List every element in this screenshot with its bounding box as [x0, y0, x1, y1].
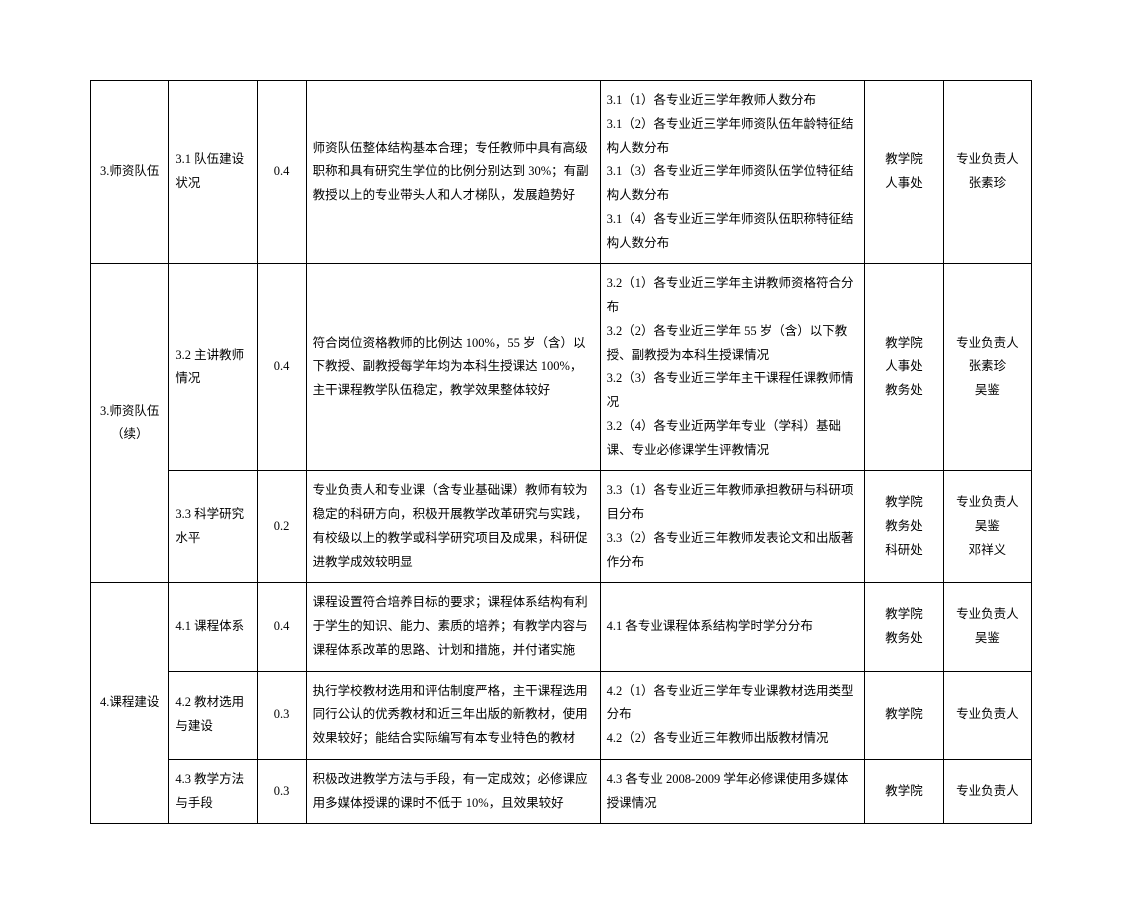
- weight-cell: 0.4: [257, 81, 306, 264]
- person-cell: 专业负责人 张素珍 吴鉴: [943, 264, 1031, 471]
- person-cell: 专业负责人: [943, 671, 1031, 759]
- indicator-cell: 3.3 科学研究水平: [169, 471, 257, 583]
- category-cell: 3.师资队伍: [91, 81, 169, 264]
- dept-cell: 教学院: [865, 759, 943, 824]
- standard-cell: 课程设置符合培养目标的要求；课程体系结构有利于学生的知识、能力、素质的培养；有教…: [306, 583, 600, 671]
- evaluation-table: 3.师资队伍 3.1 队伍建设状况 0.4 师资队伍整体结构基本合理；专任教师中…: [90, 80, 1032, 824]
- content-cell: 4.3 各专业 2008-2009 学年必修课使用多媒体授课情况: [600, 759, 865, 824]
- category-cell: 4.课程建设: [91, 583, 169, 824]
- table-body: 3.师资队伍 3.1 队伍建设状况 0.4 师资队伍整体结构基本合理；专任教师中…: [91, 81, 1032, 824]
- content-cell: 4.2（1）各专业近三学年专业课教材选用类型分布 4.2（2）各专业近三年教师出…: [600, 671, 865, 759]
- indicator-cell: 4.2 教材选用与建设: [169, 671, 257, 759]
- standard-cell: 执行学校教材选用和评估制度严格，主干课程选用同行公认的优秀教材和近三年出版的新教…: [306, 671, 600, 759]
- person-cell: 专业负责人 吴鉴: [943, 583, 1031, 671]
- person-cell: 专业负责人: [943, 759, 1031, 824]
- indicator-cell: 4.1 课程体系: [169, 583, 257, 671]
- table-row: 3.师资队伍 3.1 队伍建设状况 0.4 师资队伍整体结构基本合理；专任教师中…: [91, 81, 1032, 264]
- person-cell: 专业负责人 吴鉴 邓祥义: [943, 471, 1031, 583]
- table-row: 3.师资队伍（续） 3.2 主讲教师情况 0.4 符合岗位资格教师的比例达 10…: [91, 264, 1032, 471]
- weight-cell: 0.2: [257, 471, 306, 583]
- table-row: 4.课程建设 4.1 课程体系 0.4 课程设置符合培养目标的要求；课程体系结构…: [91, 583, 1032, 671]
- standard-cell: 专业负责人和专业课（含专业基础课）教师有较为稳定的科研方向，积极开展教学改革研究…: [306, 471, 600, 583]
- dept-cell: 教学院 教务处: [865, 583, 943, 671]
- content-cell: 3.3（1）各专业近三年教师承担教研与科研项目分布 3.3（2）各专业近三年教师…: [600, 471, 865, 583]
- weight-cell: 0.3: [257, 671, 306, 759]
- category-cell: 3.师资队伍（续）: [91, 264, 169, 583]
- person-cell: 专业负责人 张素珍: [943, 81, 1031, 264]
- weight-cell: 0.4: [257, 264, 306, 471]
- table-row: 4.3 教学方法与手段 0.3 积极改进教学方法与手段，有一定成效；必修课应用多…: [91, 759, 1032, 824]
- indicator-cell: 4.3 教学方法与手段: [169, 759, 257, 824]
- standard-cell: 积极改进教学方法与手段，有一定成效；必修课应用多媒体授课的课时不低于 10%，且…: [306, 759, 600, 824]
- table-row: 4.2 教材选用与建设 0.3 执行学校教材选用和评估制度严格，主干课程选用同行…: [91, 671, 1032, 759]
- dept-cell: 教学院 教务处 科研处: [865, 471, 943, 583]
- table-row: 3.3 科学研究水平 0.2 专业负责人和专业课（含专业基础课）教师有较为稳定的…: [91, 471, 1032, 583]
- dept-cell: 教学院 人事处 教务处: [865, 264, 943, 471]
- weight-cell: 0.3: [257, 759, 306, 824]
- dept-cell: 教学院 人事处: [865, 81, 943, 264]
- weight-cell: 0.4: [257, 583, 306, 671]
- content-cell: 4.1 各专业课程体系结构学时学分分布: [600, 583, 865, 671]
- indicator-cell: 3.1 队伍建设状况: [169, 81, 257, 264]
- dept-cell: 教学院: [865, 671, 943, 759]
- standard-cell: 师资队伍整体结构基本合理；专任教师中具有高级职称和具有研究生学位的比例分别达到 …: [306, 81, 600, 264]
- indicator-cell: 3.2 主讲教师情况: [169, 264, 257, 471]
- standard-cell: 符合岗位资格教师的比例达 100%，55 岁（含）以下教授、副教授每学年均为本科…: [306, 264, 600, 471]
- content-cell: 3.2（1）各专业近三学年主讲教师资格符合分布 3.2（2）各专业近三学年 55…: [600, 264, 865, 471]
- content-cell: 3.1（1）各专业近三学年教师人数分布 3.1（2）各专业近三学年师资队伍年龄特…: [600, 81, 865, 264]
